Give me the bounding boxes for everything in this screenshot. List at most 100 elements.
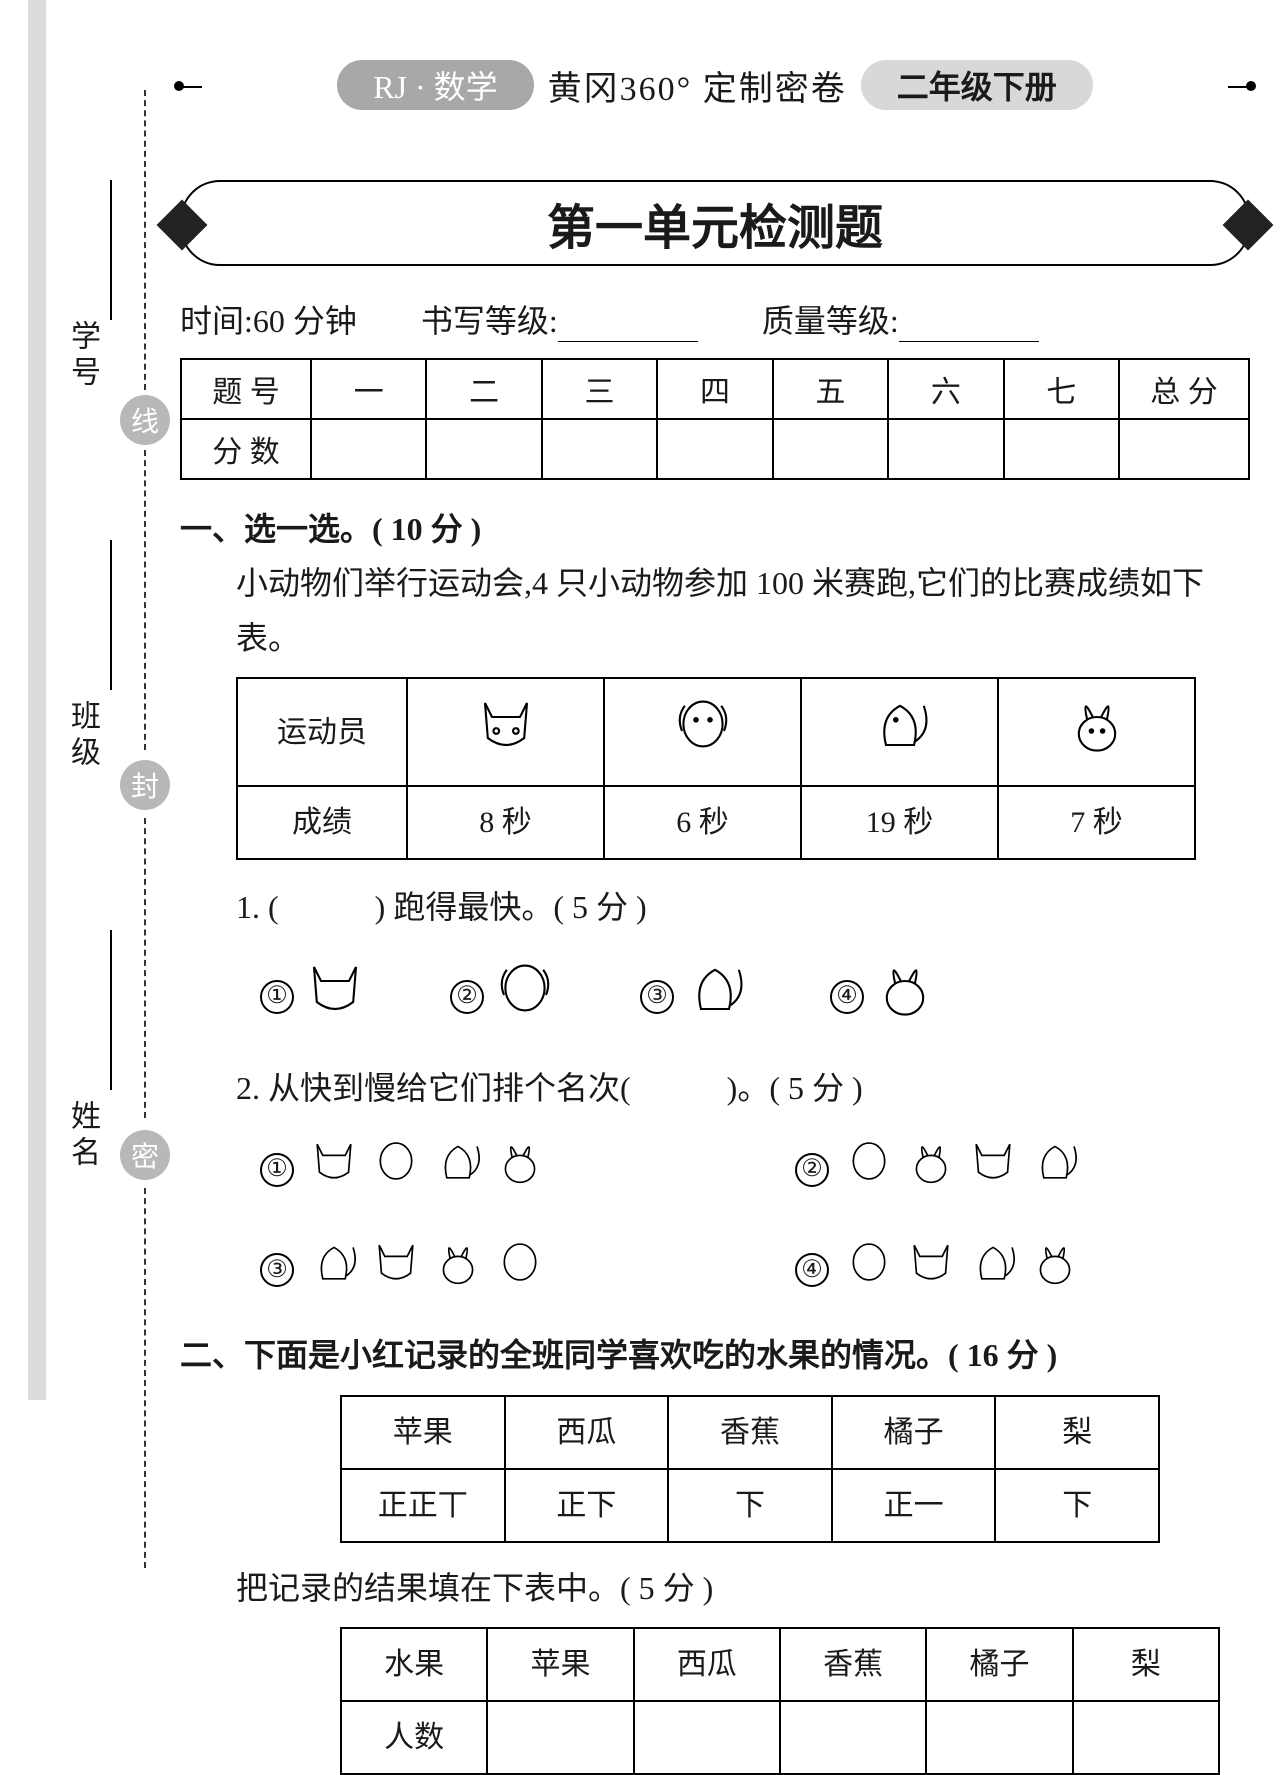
dot <box>1246 81 1256 91</box>
th: 橘子 <box>926 1628 1072 1701</box>
th: 苹果 <box>487 1628 633 1701</box>
diamond-icon <box>157 200 208 251</box>
opt-num: ④ <box>830 980 864 1014</box>
q1-desc: 小动物们举行运动会,4 只小动物参加 100 米赛跑,它们的比赛成绩如下表。 <box>236 556 1250 665</box>
writing-label: 书写等级: <box>421 303 558 339</box>
quality-label: 质量等级: <box>762 303 899 339</box>
th: 七 <box>1004 359 1119 419</box>
th: 三 <box>542 359 657 419</box>
th: 二 <box>426 359 541 419</box>
option[interactable]: ③ <box>260 1234 715 1306</box>
q1-title: 一、选一选。( 10 分 ) <box>180 502 1250 556</box>
q1-sub2-options: ① ② ③ ④ <box>260 1133 1250 1306</box>
dog-icon <box>841 1133 897 1205</box>
blank-writing[interactable] <box>558 312 698 342</box>
q2-sub: 把记录的结果填在下表中。( 5 分 ) <box>236 1561 1250 1615</box>
q1-sub1: 1. ( ) 跑得最快。( 5 分 ) <box>236 880 1250 934</box>
pill-subject: RJ · 数学 <box>337 60 533 110</box>
squirrel-icon <box>865 689 935 775</box>
cell-score: 8 秒 <box>407 786 604 859</box>
th: 五 <box>773 359 888 419</box>
cell-blank[interactable] <box>1119 419 1249 479</box>
cell-animal <box>801 678 998 786</box>
q1-sub2: 2. 从快到慢给它们排个名次( )。( 5 分 ) <box>236 1061 1250 1115</box>
cell-blank[interactable] <box>487 1701 633 1774</box>
cat-icon <box>903 1234 959 1306</box>
rabbit-icon <box>430 1234 486 1306</box>
opt-num: ② <box>450 980 484 1014</box>
vline <box>110 180 112 320</box>
cell-blank[interactable] <box>657 419 772 479</box>
cell-blank[interactable] <box>773 419 888 479</box>
q2-fill-table: 水果 苹果 西瓜 香蕉 橘子 梨 人数 <box>340 1627 1220 1775</box>
th: 西瓜 <box>505 1396 669 1469</box>
blank-quality[interactable] <box>899 312 1039 342</box>
label-student-id: 学号 <box>60 320 104 392</box>
diamond-icon <box>1223 200 1274 251</box>
q1-sub1-options: ① ② ③ ④ <box>260 953 1250 1039</box>
squirrel-icon <box>306 1234 362 1306</box>
hline <box>178 86 202 88</box>
option[interactable]: ③ <box>640 953 750 1039</box>
dog-icon <box>841 1234 897 1306</box>
th: 总 分 <box>1119 359 1249 419</box>
option[interactable]: ④ <box>830 953 940 1039</box>
pill-grade: 二年级下册 <box>861 60 1093 110</box>
header-mid: 黄冈360° 定制密卷 <box>548 61 847 110</box>
section-q1: 一、选一选。( 10 分 ) 小动物们举行运动会,4 只小动物参加 100 米赛… <box>180 502 1250 1306</box>
dog-icon <box>368 1133 424 1205</box>
cell-blank[interactable] <box>1073 1701 1219 1774</box>
opt-num: ② <box>795 1153 829 1187</box>
squirrel-icon <box>1027 1133 1083 1205</box>
squirrel-icon <box>430 1133 486 1205</box>
opt-num: ④ <box>795 1253 829 1287</box>
rabbit-icon <box>1062 689 1132 775</box>
squirrel-icon <box>965 1234 1021 1306</box>
side-strip <box>28 0 46 1400</box>
cell-tally: 正正丅 <box>341 1469 505 1542</box>
th: 梨 <box>1073 1628 1219 1701</box>
q1-table: 运动员 成绩 8 秒 6 秒 19 秒 7 秒 <box>236 677 1196 860</box>
score-table: 题 号 一 二 三 四 五 六 七 总 分 分 数 <box>180 358 1250 480</box>
label-name: 姓名 <box>60 1100 104 1172</box>
content: RJ · 数学 黄冈360° 定制密卷 二年级下册 第一单元检测题 时间:60 … <box>180 60 1250 1775</box>
td: 分 数 <box>181 419 311 479</box>
th: 六 <box>888 359 1003 419</box>
cat-icon <box>306 1133 362 1205</box>
cell-blank[interactable] <box>542 419 657 479</box>
cell-blank[interactable] <box>926 1701 1072 1774</box>
option[interactable]: ② <box>450 953 560 1039</box>
option[interactable]: ① <box>260 953 370 1039</box>
rabbit-icon <box>870 953 940 1039</box>
cell-blank[interactable] <box>426 419 541 479</box>
rabbit-icon <box>492 1133 548 1205</box>
cell-blank[interactable] <box>311 419 426 479</box>
opt-num: ③ <box>640 980 674 1014</box>
dog-icon <box>668 689 738 775</box>
option[interactable]: ② <box>795 1133 1250 1205</box>
cell-animal <box>998 678 1195 786</box>
cell-animal <box>604 678 801 786</box>
cat-icon <box>368 1234 424 1306</box>
cell-blank[interactable] <box>780 1701 926 1774</box>
th: 梨 <box>995 1396 1159 1469</box>
cell-score: 7 秒 <box>998 786 1195 859</box>
seal-mi: 密 <box>120 1130 170 1180</box>
rabbit-icon <box>1027 1234 1083 1306</box>
squirrel-icon <box>680 953 750 1039</box>
option[interactable]: ① <box>260 1133 715 1205</box>
label-class: 班级 <box>60 700 104 772</box>
dash-line <box>144 90 146 390</box>
seal-xian: 线 <box>120 395 170 445</box>
cell-tally: 正下 <box>505 1469 669 1542</box>
option[interactable]: ④ <box>795 1234 1250 1306</box>
cell-blank[interactable] <box>634 1701 780 1774</box>
cell-blank[interactable] <box>888 419 1003 479</box>
cell-blank[interactable] <box>1004 419 1119 479</box>
q2-title: 二、下面是小红记录的全班同学喜欢吃的水果的情况。( 16 分 ) <box>180 1328 1250 1382</box>
vline <box>110 540 112 690</box>
meta-row: 时间:60 分钟 书写等级: 质量等级: <box>180 296 1250 342</box>
header-row: RJ · 数学 黄冈360° 定制密卷 二年级下册 <box>180 60 1250 110</box>
opt-num: ① <box>260 1153 294 1187</box>
section-q2: 二、下面是小红记录的全班同学喜欢吃的水果的情况。( 16 分 ) 苹果 西瓜 香… <box>180 1328 1250 1775</box>
